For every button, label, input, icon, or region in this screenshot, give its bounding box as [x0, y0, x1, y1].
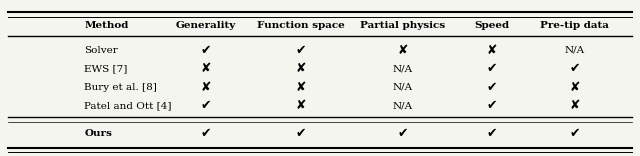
Text: ✔: ✔ [487, 99, 497, 112]
Text: Pre-tip data: Pre-tip data [540, 21, 609, 30]
Text: Function space: Function space [257, 21, 345, 30]
Text: ✘: ✘ [296, 81, 306, 94]
Text: ✘: ✘ [200, 81, 211, 94]
Text: ✔: ✔ [570, 62, 580, 75]
Text: ✘: ✘ [200, 62, 211, 75]
Text: ✔: ✔ [296, 127, 306, 140]
Text: Patel and Ott [4]: Patel and Ott [4] [84, 101, 172, 110]
Text: ✔: ✔ [200, 44, 211, 57]
Text: N/A: N/A [393, 83, 413, 92]
Text: Ours: Ours [84, 129, 112, 138]
Text: ✔: ✔ [296, 44, 306, 57]
Text: N/A: N/A [393, 101, 413, 110]
Text: ✔: ✔ [487, 127, 497, 140]
Text: ✔: ✔ [487, 81, 497, 94]
Text: ✘: ✘ [296, 62, 306, 75]
Text: ✘: ✘ [570, 81, 580, 94]
Text: ✘: ✘ [570, 99, 580, 112]
Text: Method: Method [84, 21, 129, 30]
Text: N/A: N/A [393, 64, 413, 73]
Text: Speed: Speed [474, 21, 509, 30]
Text: ✘: ✘ [487, 44, 497, 57]
Text: ✔: ✔ [200, 127, 211, 140]
Text: ✔: ✔ [200, 99, 211, 112]
Text: ✔: ✔ [487, 62, 497, 75]
Text: N/A: N/A [565, 46, 585, 55]
Text: ✘: ✘ [397, 44, 408, 57]
Text: ✘: ✘ [296, 99, 306, 112]
Text: Solver: Solver [84, 46, 118, 55]
Text: EWS [7]: EWS [7] [84, 64, 127, 73]
Text: Partial physics: Partial physics [360, 21, 445, 30]
Text: ✔: ✔ [397, 127, 408, 140]
Text: Bury et al. [8]: Bury et al. [8] [84, 83, 157, 92]
Text: ✔: ✔ [570, 127, 580, 140]
Text: Generality: Generality [175, 21, 236, 30]
